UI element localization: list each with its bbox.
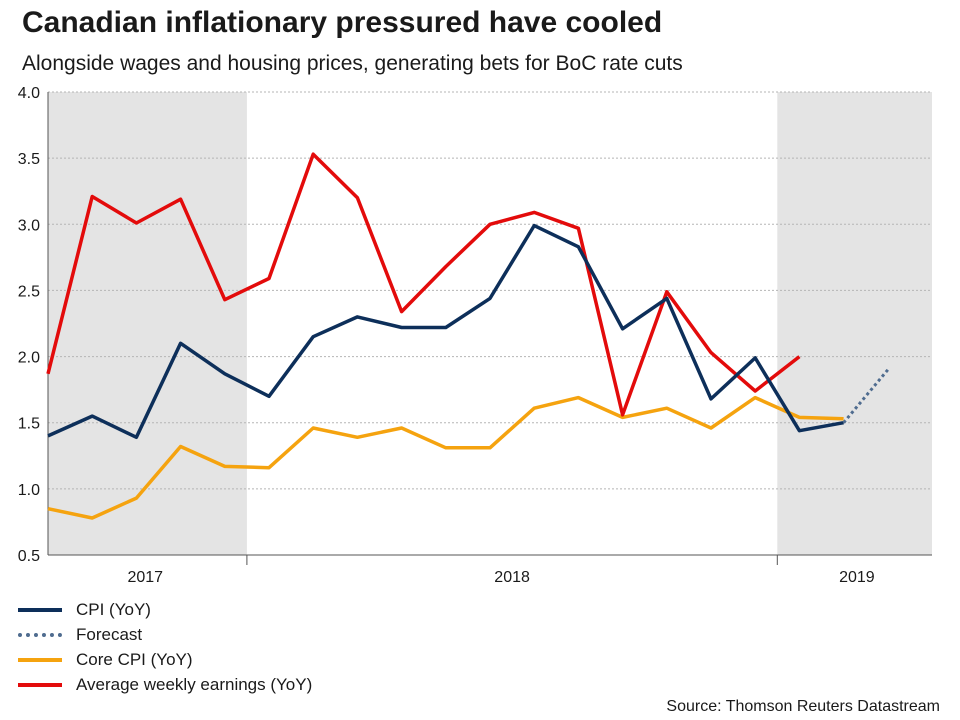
y-tick-label: 2.5 <box>18 283 40 300</box>
legend: CPI (YoY) Forecast Core CPI (YoY) Averag… <box>18 597 312 697</box>
y-tick-label: 2.0 <box>18 350 40 367</box>
legend-label-cpi: CPI (YoY) <box>76 599 151 619</box>
source-note: Source: Thomson Reuters Datastream <box>666 698 940 715</box>
x-year-label-2017: 2017 <box>127 569 163 586</box>
legend-item-core-cpi: Core CPI (YoY) <box>18 647 312 672</box>
y-tick-label: 3.0 <box>18 217 40 234</box>
chart-title: Canadian inflationary pressured have coo… <box>22 6 663 39</box>
legend-swatch-core-cpi <box>18 657 62 662</box>
legend-item-forecast: Forecast <box>18 622 312 647</box>
line-chart: 0.5 1.0 1.5 2.0 2.5 3.0 3.5 4.0 2017 2018 2019 <box>18 85 932 586</box>
legend-item-cpi: CPI (YoY) <box>18 597 312 622</box>
y-tick-label: 1.5 <box>18 416 40 433</box>
series-lines <box>46 152 889 520</box>
y-tick-label: 0.5 <box>18 548 40 565</box>
axes: 0.5 1.0 1.5 2.0 2.5 3.0 3.5 4.0 2017 2018 2019 <box>18 85 932 586</box>
series-line-earnings <box>46 152 801 417</box>
legend-item-earnings: Average weekly earnings (YoY) <box>18 672 312 697</box>
x-year-label-2019: 2019 <box>839 569 875 586</box>
shaded-period-1 <box>777 92 932 555</box>
legend-swatch-earnings <box>18 682 62 687</box>
x-year-label-2018: 2018 <box>494 569 530 586</box>
legend-label-forecast: Forecast <box>76 624 143 644</box>
chart-subtitle: Alongside wages and housing prices, gene… <box>22 52 683 75</box>
shaded-periods <box>48 92 932 555</box>
legend-swatch-forecast <box>18 632 62 637</box>
legend-label-core-cpi: Core CPI (YoY) <box>76 649 193 669</box>
gridlines <box>48 91 932 490</box>
shaded-period-0 <box>48 92 247 555</box>
legend-label-earnings: Average weekly earnings (YoY) <box>76 674 313 694</box>
y-tick-label: 1.0 <box>18 482 40 499</box>
legend-swatch-cpi <box>18 607 62 612</box>
y-tick-label: 4.0 <box>18 85 40 102</box>
y-tick-label: 3.5 <box>18 151 40 168</box>
